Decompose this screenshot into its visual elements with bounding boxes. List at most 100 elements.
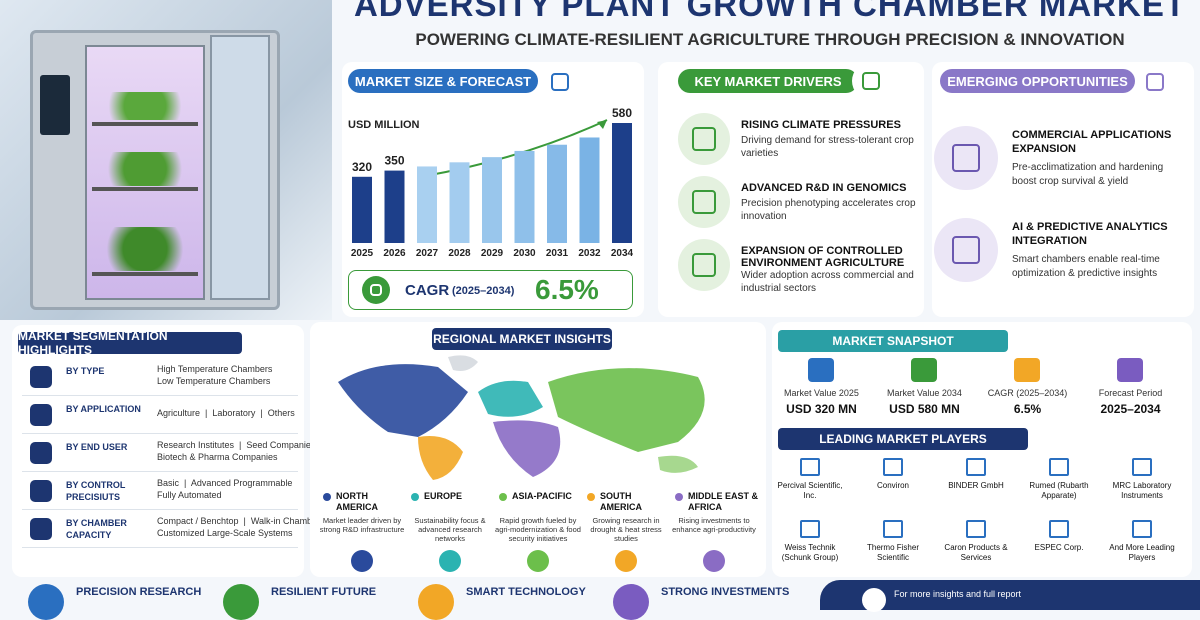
- region-name: ASIA-PACIFIC: [512, 491, 572, 501]
- icon-glyph: [692, 127, 716, 151]
- region-icon: [615, 550, 637, 572]
- row-text: High Temperature Chambers: [157, 364, 273, 374]
- player-name: MRC Laboratory Instruments: [1112, 481, 1172, 500]
- region-text: Growing research in drought & heat stres…: [590, 516, 662, 543]
- region-shape: [338, 364, 468, 437]
- heading: EMERGING OPPORTUNITIES: [940, 69, 1135, 93]
- bar: [352, 176, 372, 243]
- heading: KEY MARKET DRIVERS: [678, 69, 858, 93]
- row-text: Customized Large-Scale Systems: [157, 528, 293, 538]
- data-label: 350: [384, 154, 404, 168]
- region-text: Market leader driven by strong R&D infra…: [319, 516, 405, 534]
- row-label: BY END USER: [66, 442, 128, 452]
- item-title: EXPANSION OF CONTROLLED ENVIRONMENT AGRI…: [741, 245, 905, 269]
- icon: [678, 239, 730, 291]
- item-text: Smart chambers enable real-time optimiza…: [1012, 254, 1160, 279]
- icon: [934, 218, 998, 282]
- footer-label: SMART TECHNOLOGY: [466, 586, 586, 598]
- snap-icon: [1117, 358, 1143, 382]
- shelf: [92, 272, 198, 276]
- row-icon: [30, 404, 52, 426]
- snap-value: USD 320 MN: [786, 402, 857, 416]
- data-label: 580: [612, 106, 632, 120]
- cagr-box: [348, 270, 633, 310]
- icon: [362, 276, 390, 304]
- region-shape: [493, 420, 561, 477]
- footer-label: PRECISION RESEARCH: [76, 586, 202, 598]
- cta-icon: [862, 588, 886, 612]
- x-tick-label: 2034: [611, 248, 634, 259]
- footer-icon: [223, 584, 259, 620]
- item-text: Precision phenotyping accelerates crop i…: [741, 198, 916, 222]
- chamber-window: [85, 45, 205, 300]
- row: [22, 360, 298, 396]
- row-text: Basic | Advanced Programmable: [157, 478, 293, 488]
- row: [22, 512, 298, 548]
- region-icon: [351, 550, 373, 572]
- footer-label: STRONG INVESTMENTS: [661, 586, 790, 598]
- bar: [514, 150, 535, 243]
- snap-value: 6.5%: [1013, 402, 1042, 416]
- footer-icon: [613, 584, 649, 620]
- icon-glyph: [551, 73, 569, 91]
- region-icon: [527, 550, 549, 572]
- heading: MARKET SEGMENTATION HIGHLIGHTS: [18, 329, 242, 357]
- snap-value: 2025–2034: [1100, 402, 1161, 416]
- region-icon: [703, 550, 725, 572]
- row: [22, 436, 298, 472]
- cagr-period: (2025–2034): [452, 285, 515, 297]
- title: ADVERSITY PLANT GROWTH CHAMBER MARKET: [353, 0, 1187, 23]
- row: [22, 398, 298, 434]
- cagr-value: 6.5%: [535, 274, 599, 305]
- bar: [449, 162, 470, 243]
- x-tick-label: 2028: [448, 248, 471, 259]
- row-icon: [30, 366, 52, 388]
- row-label: BY APPLICATION: [66, 404, 141, 414]
- icon: [540, 62, 580, 102]
- snap-label: CAGR (2025–2034): [987, 388, 1068, 398]
- row-text: Agriculture | Laboratory | Others: [157, 408, 295, 418]
- snap-icon: [1014, 358, 1040, 382]
- player-icon: [1049, 458, 1069, 476]
- legend-dot: [675, 493, 683, 501]
- bar: [384, 170, 405, 243]
- arrow-head: [597, 120, 607, 129]
- region-text: Rising investments to enhance agri-produ…: [672, 516, 756, 534]
- heading: MARKET SNAPSHOT: [778, 330, 1008, 352]
- bar: [482, 157, 502, 243]
- region-text: Sustainability focus & advanced research…: [414, 516, 486, 543]
- icon-glyph: [951, 143, 981, 173]
- icon-glyph: [951, 235, 981, 265]
- x-tick-label: 2032: [578, 248, 601, 259]
- player-icon: [1132, 520, 1152, 538]
- item-title: ADVANCED R&D IN GENOMICS: [741, 182, 907, 194]
- data-label: 320: [352, 160, 372, 174]
- footer-icon: [418, 584, 454, 620]
- x-tick-label: 2027: [416, 248, 439, 259]
- region-name: EUROPE: [424, 491, 463, 501]
- row-text: Low Temperature Chambers: [157, 376, 271, 386]
- region-shape: [418, 436, 463, 480]
- bar-chart: 2025 320 2026 350 2027 2028 2029 2030 2031 2032 20…: [351, 106, 634, 259]
- icon-glyph: [692, 190, 716, 214]
- control-panel: [40, 75, 70, 135]
- snap-label: Market Value 2025: [784, 388, 859, 398]
- player-icon: [883, 520, 903, 538]
- icon: [934, 126, 998, 190]
- heading: LEADING MARKET PLAYERS: [778, 428, 1028, 450]
- x-tick-label: 2029: [481, 248, 504, 259]
- snap-value: USD 580 MN: [889, 402, 960, 416]
- legend-dot: [323, 493, 331, 501]
- row-icon: [30, 442, 52, 464]
- icon: [1135, 62, 1175, 102]
- player-name: Conviron: [876, 481, 909, 490]
- item-title: COMMERCIAL APPLICATIONS EXPANSION: [1012, 129, 1172, 155]
- photo: [0, 0, 332, 320]
- legend-dot: [411, 493, 419, 501]
- row-label: BY CHAMBER CAPACITY: [66, 518, 127, 540]
- row-text: Biotech & Pharma Companies: [157, 452, 278, 462]
- item-text: Wider adoption across commercial and ind…: [741, 270, 914, 294]
- icon-glyph: [1146, 73, 1164, 91]
- player-icon: [966, 458, 986, 476]
